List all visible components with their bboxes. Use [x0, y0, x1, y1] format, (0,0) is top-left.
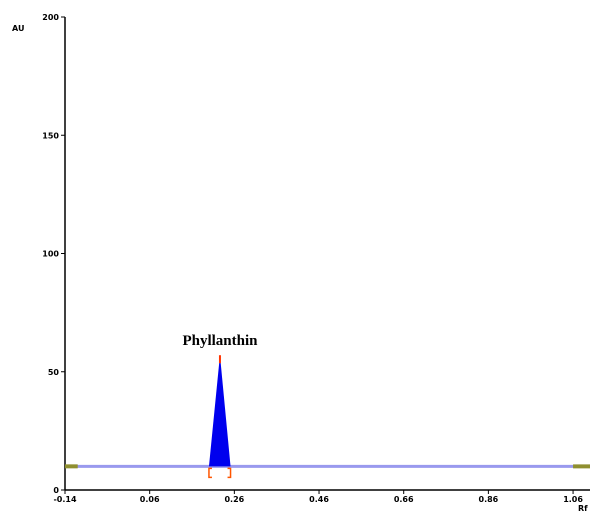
- y-tick-label: 50: [48, 368, 60, 377]
- peak-end-bracket: [227, 467, 232, 479]
- x-tick-label: 0.66: [394, 495, 414, 504]
- x-tick-label: 0.86: [479, 495, 499, 504]
- peaks: Phyllanthin: [182, 333, 258, 479]
- peak-label: Phyllanthin: [182, 333, 258, 349]
- peak-area: [208, 355, 231, 467]
- x-tick-label: 1.06: [563, 495, 583, 504]
- y-axis-title: AU: [12, 24, 24, 33]
- x-tick-label: 0.26: [224, 495, 244, 504]
- x-tick-label: -0.14: [53, 495, 76, 504]
- peak-start-bracket: [208, 467, 212, 479]
- y-tick-label: 150: [42, 131, 59, 140]
- axes: 0 50 100 150 200 -0.14 0.06 0.26 0.46 0.66 0.86 1.0…: [42, 13, 590, 504]
- y-tick-label: 200: [42, 13, 59, 22]
- x-tick-label: 0.06: [140, 495, 160, 504]
- y-tick-label: 0: [53, 486, 59, 495]
- y-tick-label: 100: [42, 250, 59, 259]
- x-axis-title: Rf: [578, 504, 588, 513]
- x-tick-label: 0.46: [309, 495, 329, 504]
